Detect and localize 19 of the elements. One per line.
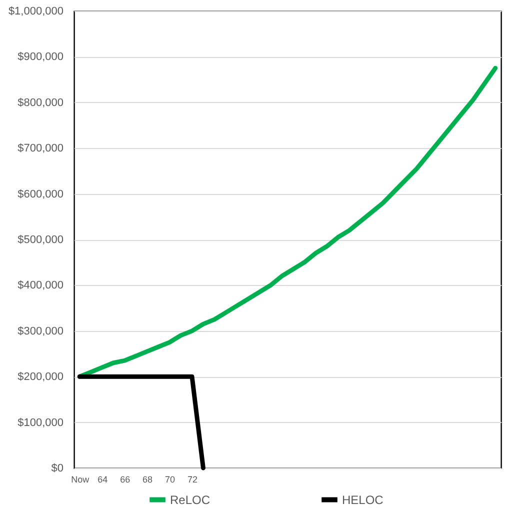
x-tick-label: 68 bbox=[142, 474, 153, 484]
y-tick-label: $700,000 bbox=[18, 142, 64, 155]
y-tick-label: $500,000 bbox=[18, 234, 64, 246]
y-tick-label: $900,000 bbox=[18, 51, 64, 64]
y-tick-label: $300,000 bbox=[18, 325, 64, 338]
x-tick-label: 70 bbox=[165, 474, 176, 484]
x-tick-label: Now bbox=[71, 474, 90, 484]
y-tick-label: $600,000 bbox=[18, 188, 64, 200]
y-tick-label: $1,000,000 bbox=[8, 6, 64, 18]
legend-label: HELOC bbox=[342, 492, 384, 507]
y-tick-label: $400,000 bbox=[18, 280, 64, 292]
x-tick-label: 72 bbox=[187, 474, 198, 484]
legend-label: ReLOC bbox=[170, 492, 210, 507]
x-tick-label: 66 bbox=[120, 474, 130, 484]
y-tick-label: $800,000 bbox=[18, 96, 64, 109]
y-tick-label: $200,000 bbox=[18, 371, 64, 384]
y-tick-label: $100,000 bbox=[18, 416, 64, 429]
x-tick-label: 64 bbox=[98, 474, 108, 484]
y-tick-label: $0 bbox=[51, 462, 64, 474]
